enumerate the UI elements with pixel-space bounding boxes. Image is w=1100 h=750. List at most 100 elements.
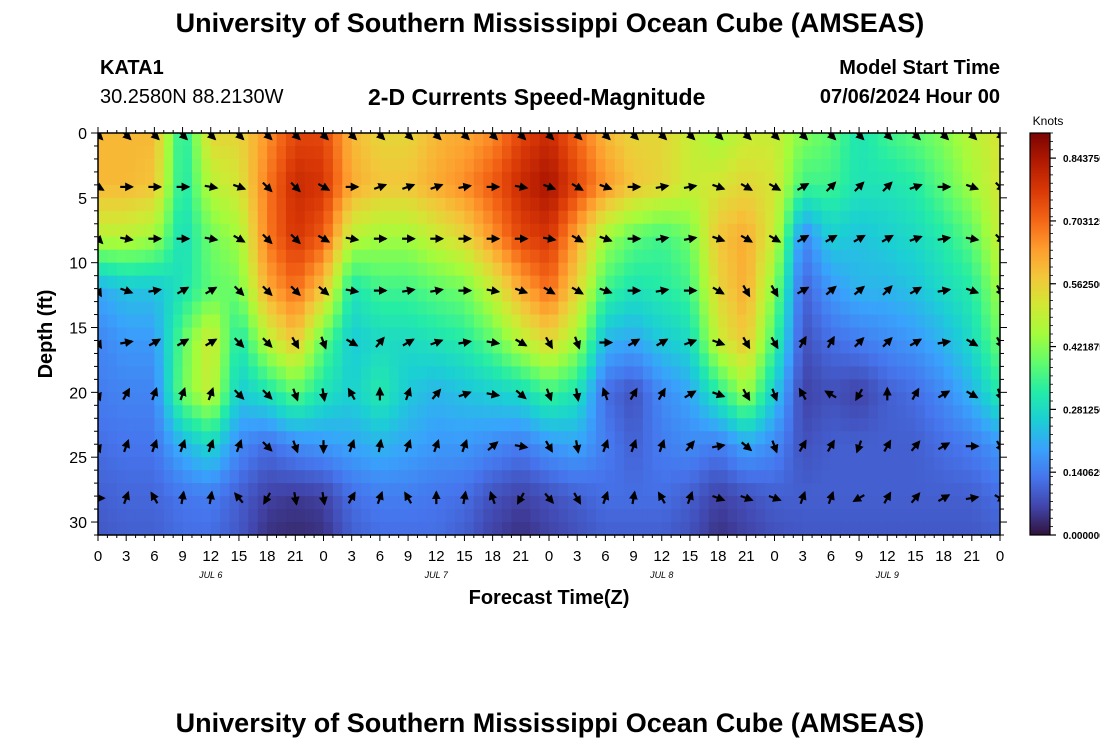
heat-cell (248, 327, 259, 342)
heat-cell (727, 496, 738, 510)
heat-cell (689, 314, 700, 329)
heat-cell (455, 158, 466, 173)
heat-cell (473, 353, 484, 368)
heat-cell (868, 444, 879, 458)
heat-cell (144, 483, 155, 497)
heat-cell (953, 158, 964, 173)
heat-cell (990, 327, 1000, 342)
heat-cell (774, 405, 785, 419)
heat-cell (314, 379, 325, 393)
heat-cell (389, 301, 400, 316)
heat-cell (718, 275, 729, 290)
heat-cell (962, 262, 973, 277)
heat-cell (511, 275, 522, 290)
heat-cell (483, 171, 494, 186)
heat-cell (718, 288, 729, 303)
current-arrow (430, 286, 444, 296)
heat-cell (126, 262, 137, 277)
heat-cell (605, 210, 616, 225)
heat-cell (473, 223, 484, 238)
heat-cell (699, 262, 710, 277)
heat-cell (361, 483, 372, 497)
heat-cell (887, 210, 898, 225)
heat-cell (473, 457, 484, 471)
heat-cell (248, 133, 259, 147)
current-arrow (967, 133, 978, 141)
heat-cell (981, 327, 992, 342)
heat-cell (652, 275, 663, 290)
heat-cell (135, 314, 146, 329)
heat-cell (887, 379, 898, 393)
heat-cell (342, 184, 353, 199)
heat-cell (859, 171, 870, 186)
heat-cell (746, 470, 757, 484)
heat-cell (135, 496, 146, 510)
heat-cell (549, 509, 559, 523)
heat-cell (708, 392, 719, 406)
current-arrow (121, 438, 130, 453)
heat-cell (971, 496, 982, 510)
heat-cell (445, 470, 456, 484)
heat-cell (924, 236, 935, 251)
heat-cell (868, 483, 879, 497)
heat-cell (229, 522, 240, 535)
heat-cell (661, 171, 672, 186)
heat-cell (962, 405, 973, 419)
heat-cell (699, 301, 710, 316)
heat-cell (426, 509, 437, 523)
heat-cell (135, 145, 146, 160)
heat-cell (943, 353, 954, 368)
current-arrow (431, 438, 441, 453)
heat-cell (736, 496, 747, 510)
heat-cell (887, 340, 898, 355)
heat-cell (605, 301, 616, 316)
heat-cell (539, 158, 550, 173)
heat-cell (595, 314, 606, 329)
heat-cell (793, 262, 804, 277)
heat-cell (595, 223, 606, 238)
heat-cell (567, 184, 578, 199)
heat-cell (229, 301, 240, 316)
current-arrow (544, 440, 553, 453)
heat-cell (398, 249, 409, 264)
heat-cell (830, 249, 841, 264)
heat-cell (135, 340, 146, 355)
heat-cell (295, 483, 306, 497)
heat-cell (201, 223, 212, 238)
heat-cell (868, 210, 879, 225)
heat-cell (436, 171, 447, 186)
heat-cell (511, 327, 522, 342)
heat-cell (793, 145, 804, 160)
heat-cell (295, 379, 306, 393)
current-arrow (685, 490, 694, 505)
heat-cell (116, 444, 127, 458)
heat-cell (229, 392, 240, 406)
heat-cell (126, 431, 137, 445)
heat-cell (464, 249, 475, 264)
current-arrow (909, 338, 923, 347)
heat-cell (445, 184, 456, 199)
heat-cell (144, 288, 155, 303)
heat-cell (417, 327, 428, 342)
heat-cell (267, 366, 278, 380)
heat-cell (981, 496, 992, 510)
current-arrow (432, 133, 442, 141)
heat-cell (332, 262, 343, 277)
heat-cell (445, 249, 456, 264)
heat-cell (943, 392, 954, 406)
heat-cell (182, 431, 193, 445)
heat-cell (680, 223, 691, 238)
heat-cell (126, 496, 137, 510)
heat-cell (154, 171, 165, 186)
heat-cell (257, 340, 268, 355)
heat-cell (793, 171, 804, 186)
heat-cell (943, 288, 954, 303)
heat-cell (595, 262, 606, 277)
heat-cell (361, 470, 372, 484)
heat-cell (173, 470, 184, 484)
heat-cell (953, 483, 964, 497)
heat-cell (492, 392, 503, 406)
heat-cell (107, 509, 118, 523)
heat-cell (417, 197, 428, 212)
heat-cell (990, 275, 1000, 290)
